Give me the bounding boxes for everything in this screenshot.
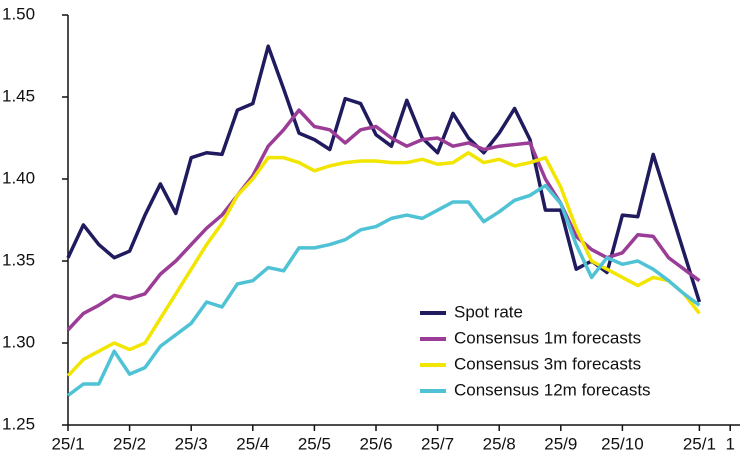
x-tick-label: 25/1 — [51, 434, 84, 453]
y-tick-label: 1.25 — [2, 414, 35, 433]
series-line — [66, 151, 701, 377]
x-tick-label: 25/4 — [236, 434, 269, 453]
y-tick-label: 1.30 — [2, 332, 35, 351]
x-tick-label: 25/5 — [298, 434, 331, 453]
x-tick-label: 25/9 — [544, 434, 577, 453]
x-tick-label: 25/2 — [113, 434, 146, 453]
y-tick-label: 1.45 — [2, 86, 35, 105]
x-tick-label: 25/1 — [683, 434, 716, 453]
y-tick-label: 1.40 — [2, 168, 35, 187]
y-tick-label: 1.35 — [2, 250, 35, 269]
x-tick-label: 25/7 — [421, 434, 454, 453]
x-tick-label: 25/10 — [601, 434, 644, 453]
legend-label: Consensus 12m forecasts — [454, 380, 651, 399]
legend-label: Consensus 1m forecasts — [454, 328, 641, 347]
series-line — [66, 108, 701, 332]
x-tick-label: 25/6 — [359, 434, 392, 453]
legend-label: Spot rate — [454, 302, 523, 321]
y-tick-label: 1.50 — [2, 4, 35, 23]
x-tick-label: 25/3 — [175, 434, 208, 453]
series-line — [66, 183, 701, 397]
series-line — [66, 44, 702, 303]
x-tick-label: 25/8 — [483, 434, 516, 453]
x-tick-label: 1 — [725, 434, 734, 453]
legend-label: Consensus 3m forecasts — [454, 354, 641, 373]
